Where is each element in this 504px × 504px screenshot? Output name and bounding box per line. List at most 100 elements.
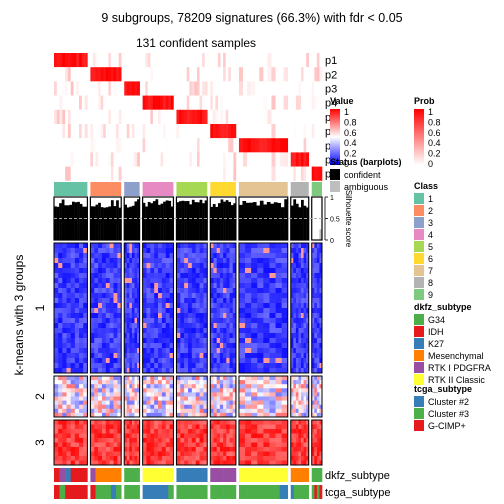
heatmap-cell [216,288,221,294]
heatmap-cell [90,283,95,289]
heatmap-cell [257,392,264,397]
subtype-cell [147,485,154,499]
heatmap-cell [131,388,135,393]
prob-cell [95,124,99,139]
heatmap-cell [70,293,76,299]
prob-cell [137,138,140,153]
heatmap-cell [90,243,95,249]
heatmap-cell [158,460,163,466]
heatmap-cell [129,429,133,434]
heatmap-cell [124,433,128,439]
heatmap-cell [150,343,155,349]
prob-cell [215,152,219,167]
heatmap-cell [188,433,193,439]
heatmap-cell [290,293,294,299]
heatmap-cell [126,388,130,393]
heatmap-cell [58,447,63,452]
prob-cell [163,109,167,124]
heatmap-cell [199,293,204,299]
heatmap-cell [79,248,84,254]
heatmap-cell [105,288,110,294]
heatmap-cell [83,313,88,319]
heatmap-cell [94,392,99,397]
heatmap-cell [301,298,304,304]
prob-cell [301,81,304,96]
heatmap-cell [176,313,181,319]
heatmap-cell [54,318,59,324]
prob-cell [267,138,272,153]
heatmap-cell [319,396,323,401]
prob-cell [202,81,205,96]
heatmap-cell [109,268,114,274]
heatmap-cell [210,268,214,274]
heatmap-cell [257,343,264,349]
heatmap-cell [184,353,189,359]
prob-cell [145,67,149,82]
prob-cell [196,67,200,82]
heatmap-cell [169,438,174,443]
heatmap-cell [113,456,118,461]
prob-cell [158,152,161,167]
heatmap-cell [281,283,289,289]
heatmap-cell [134,384,138,389]
heatmap-cell [129,460,133,466]
heatmap-cell [257,348,264,354]
prob-cell [217,67,221,82]
heatmap-cell [257,258,264,264]
heatmap-cell [213,424,217,430]
heatmap-cell [257,358,264,364]
heatmap-cell [199,442,204,448]
heatmap-cell [199,396,204,401]
heatmap-cell [281,263,289,269]
heatmap-cell [232,323,237,329]
heatmap-cell [184,333,189,339]
prob-cell [137,109,140,124]
heatmap-cell [269,404,276,410]
prob-cell [176,138,180,153]
heatmap-cell [311,404,315,410]
heatmap-cell [301,353,304,359]
heatmap-cell [98,243,103,249]
heatmap-cell [245,368,252,374]
prob-cell [251,124,256,139]
heatmap-cell [219,442,224,448]
prob-cell [184,67,188,82]
heatmap-cell [275,408,282,414]
heatmap-cell [203,460,208,466]
heatmap-cell [134,348,138,354]
heatmap-cell [275,438,282,443]
heatmap-cell [290,420,294,425]
heatmap-cell [319,253,323,259]
heatmap-cell [150,404,155,410]
prob-cell [76,124,80,139]
prob-cell [118,152,122,167]
prob-cell [134,67,138,82]
heatmap-cell [216,258,221,264]
prob-cell [145,53,149,68]
heatmap-cell [131,456,135,461]
prob-cell [255,109,260,124]
heatmap-cell [223,313,227,319]
heatmap-cell [306,328,310,334]
heatmap-cell [314,451,318,457]
heatmap-cell [66,318,71,324]
prob-cell [202,109,205,124]
heatmap-cell [226,368,230,374]
heatmap-cell [70,243,76,249]
heatmap-cell [79,392,84,397]
prob-cell [263,152,268,167]
heatmap-cell [150,328,155,334]
heatmap-cell [290,412,294,418]
heatmap-cell [94,273,99,279]
heatmap-cell [298,258,302,264]
heatmap-cell [210,368,214,374]
heatmap-cell [251,396,258,401]
heatmap-cell [66,333,71,339]
prob-cell [181,109,185,124]
heatmap-cell [180,388,185,393]
prob-cell [293,152,297,167]
heatmap-cell [229,412,234,418]
heatmap-cell [113,447,118,452]
heatmap-cell [101,258,107,264]
heatmap-cell [113,404,118,410]
